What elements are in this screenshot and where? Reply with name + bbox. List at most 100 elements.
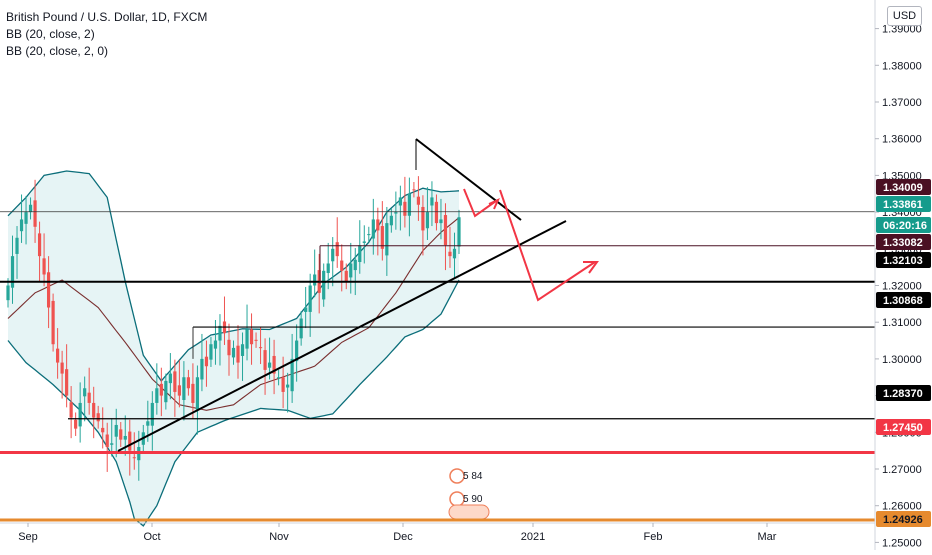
candle[interactable] xyxy=(308,285,312,312)
price-tag[interactable]: 1.28370 xyxy=(883,388,923,400)
candle[interactable] xyxy=(37,233,42,257)
candle[interactable] xyxy=(164,380,168,403)
price-tag[interactable]: 1.34009 xyxy=(883,182,923,194)
candle[interactable] xyxy=(128,431,132,451)
price-tag[interactable]: 1.27450 xyxy=(883,422,923,434)
candle[interactable] xyxy=(272,355,276,374)
price-tag-bg[interactable] xyxy=(876,511,931,527)
candle[interactable] xyxy=(42,258,46,275)
candle[interactable] xyxy=(421,206,425,231)
candle[interactable] xyxy=(331,248,335,262)
event-badge-1[interactable]: 5 84 xyxy=(463,471,483,482)
candle[interactable] xyxy=(385,223,389,256)
candle[interactable] xyxy=(146,421,150,426)
candle[interactable] xyxy=(195,377,200,410)
candle[interactable] xyxy=(78,402,82,427)
candle[interactable] xyxy=(209,344,213,360)
candle[interactable] xyxy=(173,371,177,392)
candle[interactable] xyxy=(65,369,69,396)
event-flag-icon[interactable] xyxy=(448,504,490,520)
candle[interactable] xyxy=(213,340,218,349)
candle[interactable] xyxy=(101,427,105,433)
candle[interactable] xyxy=(245,329,249,349)
candle[interactable] xyxy=(10,256,15,288)
candle[interactable] xyxy=(394,212,398,214)
candle[interactable] xyxy=(168,373,172,384)
candle[interactable] xyxy=(96,413,100,422)
candle[interactable] xyxy=(403,201,407,216)
candle[interactable] xyxy=(227,339,231,356)
candle[interactable] xyxy=(313,274,317,286)
candle[interactable] xyxy=(457,217,461,247)
candle[interactable] xyxy=(19,219,24,232)
candle[interactable] xyxy=(263,350,267,370)
descending-trendline[interactable] xyxy=(415,138,522,221)
price-tag-bg[interactable] xyxy=(876,252,931,268)
price-tag-bg[interactable] xyxy=(876,292,931,308)
currency-button[interactable]: USD xyxy=(887,6,922,26)
candle[interactable] xyxy=(186,377,190,389)
candle[interactable] xyxy=(200,358,204,380)
candle[interactable] xyxy=(119,429,123,440)
candle[interactable] xyxy=(24,212,28,224)
candle[interactable] xyxy=(326,263,330,274)
candle[interactable] xyxy=(105,434,109,447)
candle[interactable] xyxy=(92,402,96,418)
candle[interactable] xyxy=(267,362,272,368)
candle[interactable] xyxy=(159,383,163,396)
candle[interactable] xyxy=(412,189,416,191)
candle[interactable] xyxy=(439,219,443,224)
price-tag[interactable]: 1.32103 xyxy=(883,255,923,267)
candle[interactable] xyxy=(277,377,281,379)
candle[interactable] xyxy=(83,388,87,397)
candle[interactable] xyxy=(132,457,136,459)
price-tag-bg[interactable] xyxy=(876,419,931,435)
candle[interactable] xyxy=(240,344,245,356)
candle[interactable] xyxy=(358,245,362,263)
price-tag-bg[interactable] xyxy=(876,179,931,195)
candle[interactable] xyxy=(380,226,384,249)
price-tag-bg[interactable] xyxy=(876,385,931,401)
candle[interactable] xyxy=(304,307,308,312)
candle[interactable] xyxy=(407,193,411,216)
candle[interactable] xyxy=(443,215,448,246)
price-tag-bg[interactable] xyxy=(876,196,931,212)
candle[interactable] xyxy=(281,377,285,392)
candle[interactable] xyxy=(74,419,78,429)
candle[interactable] xyxy=(322,270,326,300)
candle[interactable] xyxy=(249,329,254,345)
indicator-bb-2[interactable]: BB (20, close, 2, 0) xyxy=(6,44,109,58)
candle[interactable] xyxy=(191,383,195,403)
candle[interactable] xyxy=(204,356,209,367)
candle[interactable] xyxy=(349,263,353,278)
candle[interactable] xyxy=(434,201,439,224)
candle[interactable] xyxy=(452,248,457,259)
candle[interactable] xyxy=(218,325,222,341)
candle[interactable] xyxy=(114,424,118,437)
candle[interactable] xyxy=(367,234,371,236)
event-badge-icon-1[interactable] xyxy=(449,468,465,484)
candle[interactable] xyxy=(430,197,434,206)
projection-path-1[interactable] xyxy=(463,188,497,218)
candle[interactable] xyxy=(299,318,303,339)
candle[interactable] xyxy=(290,358,294,392)
candle[interactable] xyxy=(335,242,339,257)
candle[interactable] xyxy=(448,251,452,257)
price-tag-bg[interactable] xyxy=(876,217,931,233)
candle[interactable] xyxy=(33,200,37,227)
event-badge-icon-2[interactable] xyxy=(449,491,465,507)
candle[interactable] xyxy=(87,392,91,403)
candle[interactable] xyxy=(15,237,19,254)
price-tag[interactable]: 06:20:16 xyxy=(883,220,927,232)
candle[interactable] xyxy=(231,347,236,358)
event-badge-2[interactable]: 5 90 xyxy=(463,494,483,505)
candle[interactable] xyxy=(286,384,290,388)
price-tag[interactable]: 1.24926 xyxy=(883,514,923,526)
candle[interactable] xyxy=(353,259,357,271)
candle[interactable] xyxy=(376,219,380,231)
candle[interactable] xyxy=(254,339,258,341)
candle[interactable] xyxy=(295,340,299,362)
candle[interactable] xyxy=(398,197,402,206)
projection-path-2[interactable] xyxy=(499,189,596,302)
